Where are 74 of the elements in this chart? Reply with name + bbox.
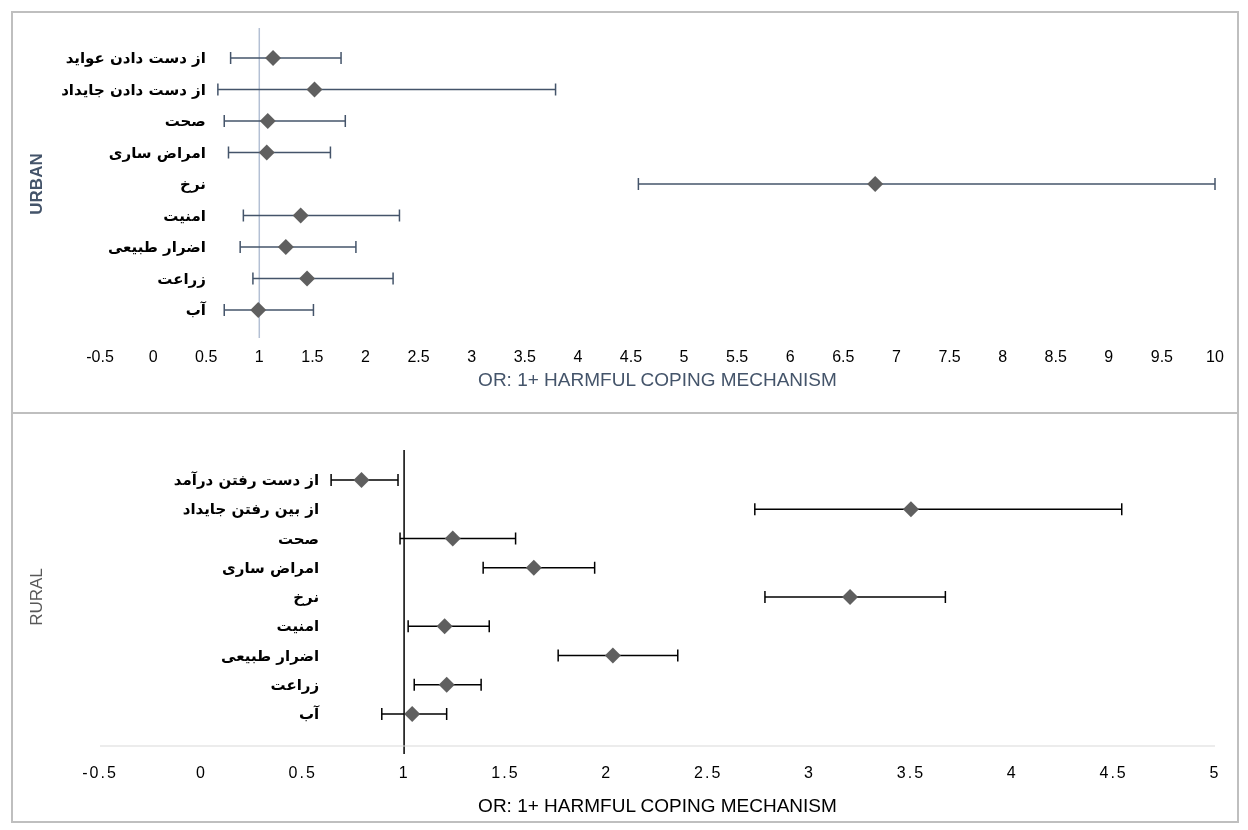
x-tick-label: 9 xyxy=(1104,348,1114,365)
point xyxy=(265,50,282,66)
y-tick-label: صحت xyxy=(277,529,320,548)
x-tick-label: 2 xyxy=(361,348,371,365)
y-tick-label: امنیت xyxy=(276,617,320,636)
y-axis-title: RURAL xyxy=(27,568,46,626)
y-tick-label: امراض ساری xyxy=(108,143,206,162)
x-tick-label: 0.5 xyxy=(288,764,317,781)
x-tick-label: 8 xyxy=(998,348,1008,365)
x-tick-label: 2.5 xyxy=(407,348,430,365)
y-tick-label: از دست دادن جایداد xyxy=(61,80,206,99)
x-tick-label: 1 xyxy=(254,348,264,365)
point xyxy=(353,472,370,488)
x-tick-label: 4.5 xyxy=(1099,764,1128,781)
y-tick-label: امراض ساری xyxy=(222,558,320,577)
point xyxy=(902,501,919,518)
x-tick-label: 6.5 xyxy=(832,348,855,365)
point xyxy=(867,176,884,192)
point xyxy=(250,302,267,318)
y-tick-label: امنیت xyxy=(163,206,206,225)
y-tick-label: از بین رفتن جایداد xyxy=(182,500,320,519)
point xyxy=(277,239,294,255)
point xyxy=(842,589,859,605)
x-tick-label: 3 xyxy=(467,348,477,365)
y-tick-label: نرخ xyxy=(293,588,320,606)
x-tick-label: 2.5 xyxy=(694,764,723,781)
point xyxy=(299,270,316,287)
x-tick-label: -0.5 xyxy=(86,348,114,365)
x-tick-label: 6 xyxy=(785,348,795,365)
x-tick-label: 1.5 xyxy=(301,348,324,365)
x-tick-label: 1 xyxy=(398,764,410,781)
x-tick-label: 5 xyxy=(1209,764,1221,781)
point xyxy=(444,530,461,547)
point xyxy=(438,676,455,693)
x-tick-label: 7.5 xyxy=(938,348,961,365)
x-tick-label: 0 xyxy=(195,764,207,781)
y-tick-label: زراعت xyxy=(270,675,320,694)
x-axis-title: OR: 1+ HARMFUL COPING MECHANISM xyxy=(478,369,837,390)
x-tick-label: 4 xyxy=(1006,764,1018,781)
x-tick-label: 5 xyxy=(679,348,689,365)
point xyxy=(525,559,542,576)
y-tick-label: اضرار طبیعی xyxy=(221,646,320,665)
x-tick-label: 0 xyxy=(148,348,158,365)
y-tick-label: از دست دادن عواید xyxy=(65,49,206,67)
point xyxy=(258,144,275,161)
x-tick-label: 1.5 xyxy=(491,764,520,781)
y-tick-label: صحت xyxy=(164,112,206,130)
x-tick-label: 3 xyxy=(804,764,815,781)
x-axis-title: OR: 1+ HARMFUL COPING MECHANISM xyxy=(478,795,837,816)
x-tick-label: 5.5 xyxy=(726,348,749,365)
x-tick-label: 9.5 xyxy=(1150,348,1174,365)
point xyxy=(604,647,621,664)
y-tick-label: اضرار طبیعی xyxy=(107,238,206,256)
x-tick-label: -0.5 xyxy=(82,764,118,781)
point xyxy=(436,618,453,635)
x-tick-label: 4.5 xyxy=(619,348,643,365)
y-tick-label: از دست رفتن درآمد xyxy=(173,471,320,489)
y-tick-label: آب xyxy=(185,301,207,319)
x-tick-label: 10 xyxy=(1206,348,1224,365)
x-tick-label: 7 xyxy=(891,348,901,365)
point xyxy=(306,81,323,98)
x-tick-label: 3.5 xyxy=(896,764,926,781)
y-tick-label: زراعت xyxy=(157,269,206,288)
point xyxy=(259,113,276,129)
x-tick-label: 3.5 xyxy=(513,348,536,365)
x-tick-label: 8.5 xyxy=(1044,348,1067,365)
point xyxy=(292,207,309,224)
y-tick-label: آب xyxy=(298,705,320,723)
point xyxy=(404,706,421,722)
x-tick-label: 4 xyxy=(573,348,583,365)
x-tick-label: 2 xyxy=(601,764,613,781)
y-tick-label: نرخ xyxy=(180,175,206,193)
y-axis-title: URBAN xyxy=(27,153,46,215)
x-tick-label: 0.5 xyxy=(195,348,218,365)
